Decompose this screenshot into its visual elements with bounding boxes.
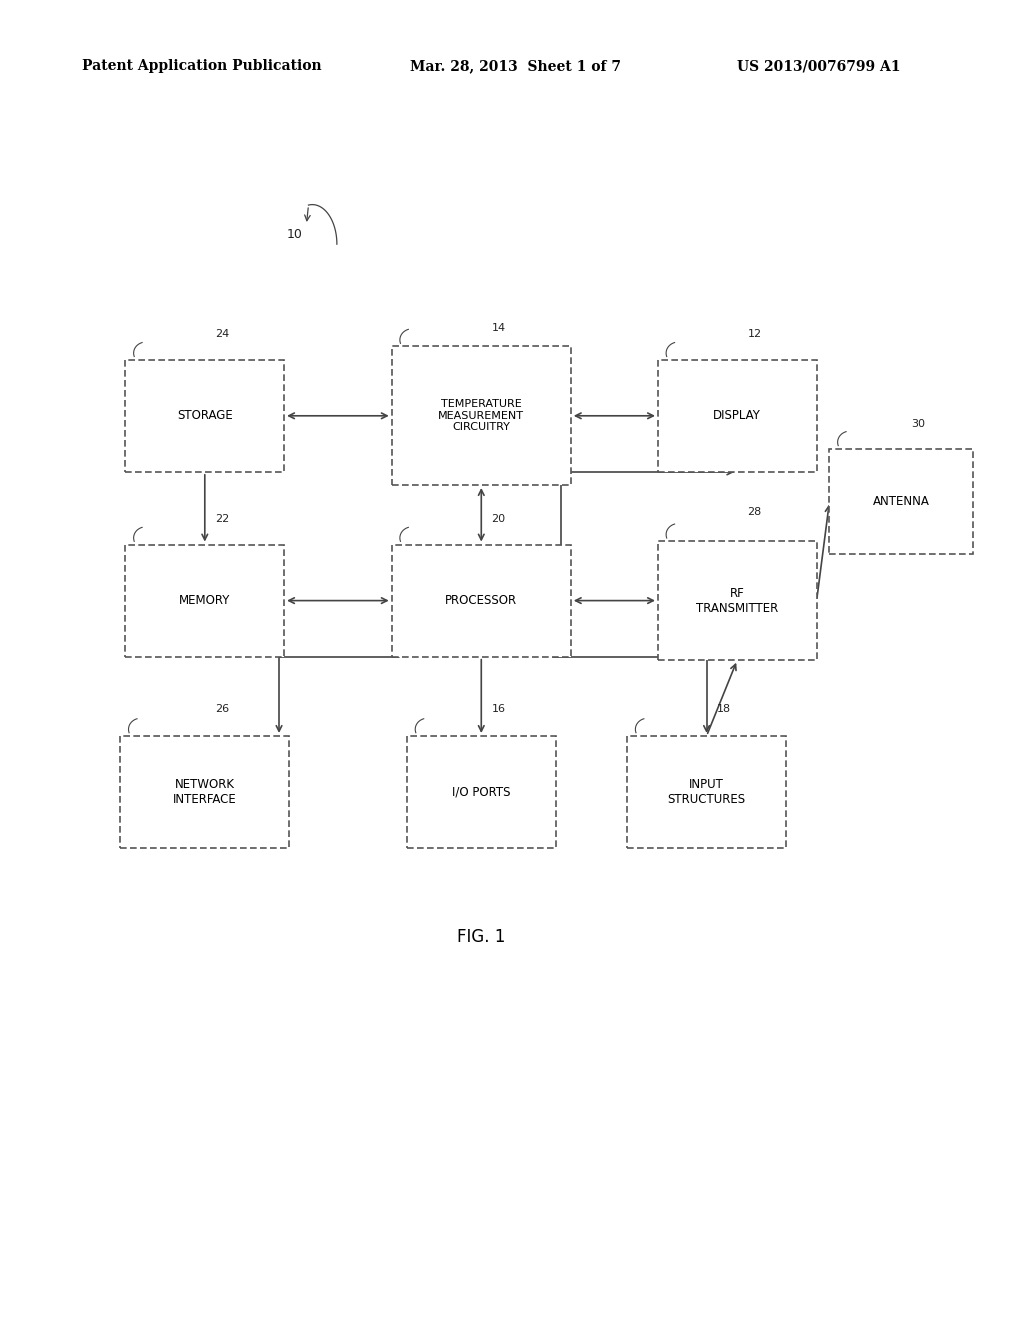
FancyBboxPatch shape [407, 737, 555, 847]
Text: 16: 16 [492, 704, 506, 714]
Text: INPUT
STRUCTURES: INPUT STRUCTURES [668, 777, 745, 807]
Text: 12: 12 [748, 329, 762, 339]
Text: MEMORY: MEMORY [179, 594, 230, 607]
Text: 24: 24 [215, 329, 229, 339]
FancyBboxPatch shape [126, 544, 285, 656]
Text: I/O PORTS: I/O PORTS [452, 785, 511, 799]
Text: 30: 30 [911, 418, 926, 429]
Text: 22: 22 [215, 513, 229, 524]
FancyBboxPatch shape [627, 737, 786, 847]
Text: 18: 18 [717, 704, 731, 714]
Text: DISPLAY: DISPLAY [714, 409, 761, 422]
Text: US 2013/0076799 A1: US 2013/0076799 A1 [737, 59, 901, 74]
FancyBboxPatch shape [657, 541, 817, 660]
Text: 10: 10 [287, 227, 303, 240]
Text: Patent Application Publication: Patent Application Publication [82, 59, 322, 74]
Text: 20: 20 [492, 513, 506, 524]
FancyBboxPatch shape [829, 449, 973, 554]
FancyBboxPatch shape [391, 544, 570, 656]
Text: TEMPERATURE
MEASUREMENT
CIRCUITRY: TEMPERATURE MEASUREMENT CIRCUITRY [438, 399, 524, 433]
FancyBboxPatch shape [657, 359, 817, 471]
Text: RF
TRANSMITTER: RF TRANSMITTER [696, 586, 778, 615]
Text: Mar. 28, 2013  Sheet 1 of 7: Mar. 28, 2013 Sheet 1 of 7 [410, 59, 621, 74]
Text: PROCESSOR: PROCESSOR [445, 594, 517, 607]
Text: 26: 26 [215, 704, 229, 714]
Text: ANTENNA: ANTENNA [872, 495, 930, 508]
Text: NETWORK
INTERFACE: NETWORK INTERFACE [173, 777, 237, 807]
Text: STORAGE: STORAGE [177, 409, 232, 422]
Text: 14: 14 [492, 322, 506, 333]
FancyBboxPatch shape [126, 359, 285, 471]
FancyBboxPatch shape [391, 346, 570, 484]
Text: FIG. 1: FIG. 1 [457, 928, 506, 946]
FancyBboxPatch shape [121, 737, 290, 847]
Text: 28: 28 [748, 507, 762, 517]
